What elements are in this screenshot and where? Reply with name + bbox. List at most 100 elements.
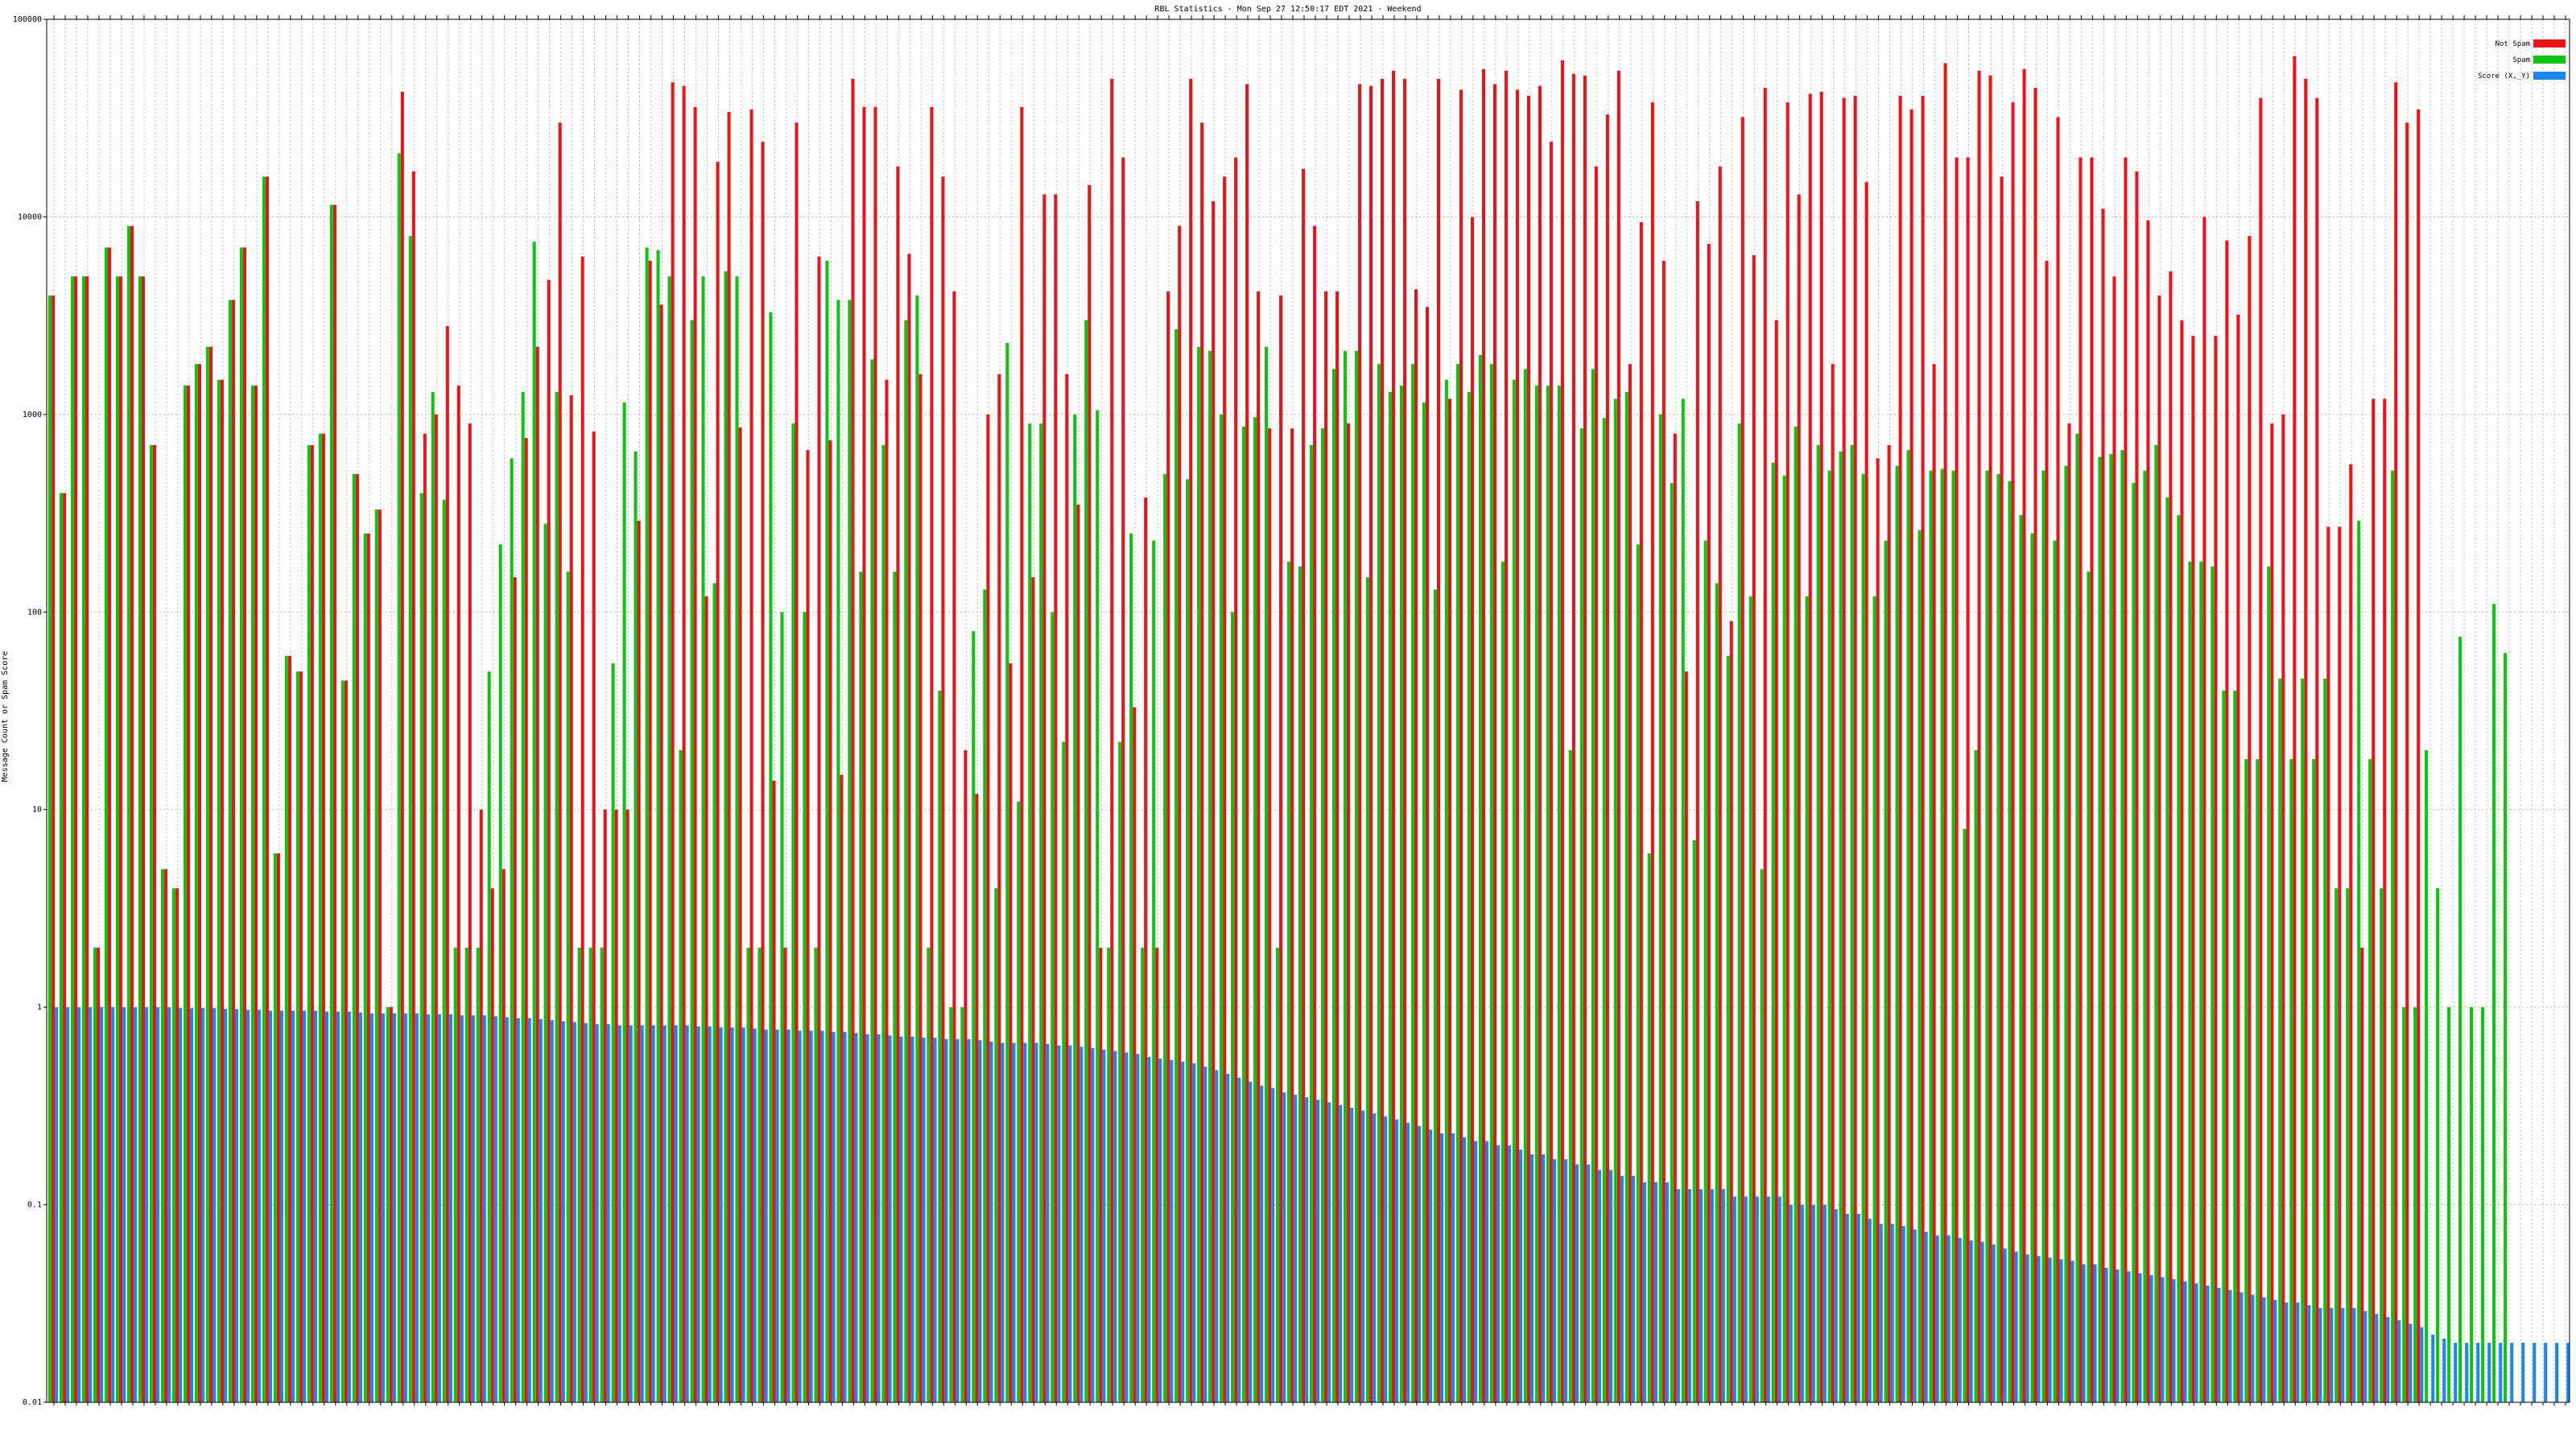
bar-score: [2194, 1283, 2198, 1402]
bar-spam: [1658, 414, 1662, 1402]
bar-not-spam: [2304, 78, 2308, 1403]
bar-spam: [1861, 473, 1865, 1402]
bar-spam: [724, 271, 728, 1403]
bar-score: [1496, 1145, 1501, 1402]
bar-score: [1687, 1189, 1691, 1402]
bar-not-spam: [2383, 398, 2387, 1402]
bar-spam: [746, 947, 750, 1402]
bar-not-spam: [2033, 88, 2037, 1402]
bar-score: [2251, 1294, 2255, 1402]
y-tick-label: 1000: [23, 411, 42, 419]
bar-spam: [194, 364, 198, 1403]
bar-not-spam: [535, 346, 539, 1402]
bar-score: [1406, 1122, 1410, 1402]
bar-score: [179, 1008, 183, 1402]
bar-score: [2442, 1338, 2446, 1402]
bar-score: [1271, 1088, 1275, 1402]
bar-not-spam: [163, 869, 168, 1402]
bar-score: [1361, 1110, 1365, 1402]
bar-not-spam: [400, 91, 404, 1403]
bar-spam: [1963, 828, 1967, 1402]
bar-spam: [1051, 612, 1055, 1402]
bar-spam: [250, 385, 254, 1402]
bar-spam: [1208, 350, 1212, 1402]
bar-not-spam: [1178, 225, 1182, 1403]
bar-spam: [588, 947, 592, 1402]
bar-not-spam: [2022, 68, 2026, 1402]
bar-not-spam: [761, 142, 765, 1402]
bar-score: [1946, 1235, 1951, 1402]
bar-score: [1755, 1196, 1759, 1402]
bar-not-spam: [625, 809, 630, 1402]
bar-spam: [1591, 369, 1595, 1403]
bar-score: [617, 1025, 621, 1402]
bar-not-spam: [434, 414, 438, 1402]
bar-score: [1091, 1048, 1095, 1402]
bar-not-spam: [1447, 398, 1452, 1402]
bar-spam: [2030, 533, 2034, 1402]
bar-not-spam: [1549, 142, 1553, 1402]
bar-not-spam: [1808, 93, 1812, 1403]
bar-not-spam: [513, 577, 517, 1402]
bar-not-spam: [1324, 291, 1328, 1403]
bar-spam: [2109, 454, 2113, 1402]
bar-not-spam: [2281, 414, 2285, 1402]
bar-score: [832, 1031, 836, 1402]
bar-score: [1699, 1189, 1703, 1402]
bar-score: [1282, 1092, 1286, 1402]
bar-score: [1384, 1116, 1388, 1402]
bar-not-spam: [355, 473, 359, 1402]
bar-spam: [1737, 423, 1741, 1402]
bar-score: [1057, 1045, 1061, 1402]
bar-spam: [1276, 947, 1280, 1402]
bar-spam: [1231, 612, 1235, 1402]
axis-layer: 0.01 0.1 1 10 100 1000 10000 100000: [13, 15, 2570, 1407]
bar-spam: [2008, 481, 2012, 1402]
bar-score: [2228, 1290, 2232, 1402]
bar-spam: [1534, 385, 1538, 1402]
bar-not-spam: [1054, 194, 1058, 1402]
bar-not-spam: [2326, 526, 2330, 1402]
bar-not-spam: [1268, 428, 1272, 1403]
bar-not-spam: [175, 888, 180, 1402]
bar-spam: [1242, 426, 1246, 1402]
bar-not-spam: [242, 247, 246, 1402]
bar-spam: [667, 276, 671, 1402]
bar-spam: [2211, 566, 2215, 1402]
bar-spam: [1005, 343, 1009, 1402]
bar-not-spam: [919, 374, 923, 1402]
bar-not-spam: [186, 385, 191, 1402]
bar-not-spam: [1560, 60, 1564, 1403]
bar-spam: [2447, 1007, 2451, 1402]
bar-not-spam: [885, 379, 889, 1403]
bar-not-spam: [2180, 320, 2184, 1403]
bar-score: [1316, 1100, 1320, 1402]
bar-score: [820, 1030, 824, 1402]
bar-not-spam: [1110, 78, 1114, 1403]
bar-spam: [1422, 402, 1426, 1402]
bar-spam: [1455, 364, 1459, 1403]
bar-not-spam: [423, 433, 427, 1402]
bar-not-spam: [975, 794, 979, 1402]
bar-not-spam: [964, 749, 968, 1402]
bar-not-spam: [378, 510, 382, 1402]
bar-score: [2093, 1264, 2097, 1402]
bar-score: [1676, 1189, 1680, 1402]
bar-score: [584, 1023, 588, 1402]
bar-score: [674, 1025, 678, 1402]
bar-spam: [284, 655, 288, 1402]
bar-score: [1913, 1229, 1917, 1402]
bar-not-spam: [445, 326, 449, 1402]
bar-spam: [1929, 470, 1933, 1402]
bar-score: [753, 1028, 757, 1402]
bar-score: [967, 1038, 971, 1402]
y-axis-label: Message Count or Spam Score: [1, 651, 10, 782]
bar-spam: [1760, 869, 1764, 1402]
bar-score: [685, 1025, 689, 1402]
bar-score: [2217, 1287, 2221, 1402]
bar-spam: [881, 444, 886, 1402]
bar-not-spam: [1234, 157, 1238, 1402]
bar-spam: [1489, 364, 1493, 1403]
bar-not-spam: [1718, 166, 1722, 1403]
bar-spam: [2256, 759, 2260, 1402]
